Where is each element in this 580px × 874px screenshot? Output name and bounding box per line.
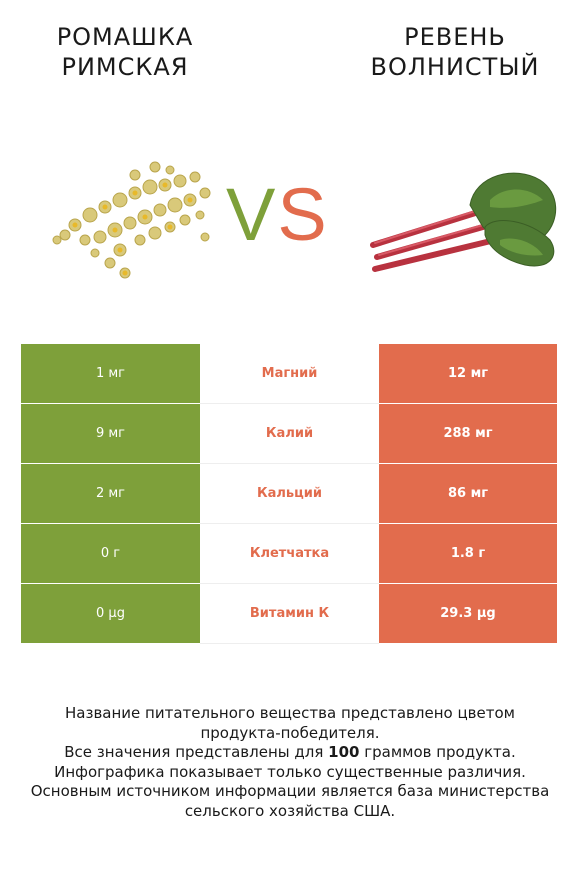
right-value: 288 мг — [379, 403, 557, 464]
left-food-title-line1: РОМАШКА — [56, 23, 194, 51]
footer-line3-bold: 100 — [328, 743, 360, 761]
right-food-title-line1: РЕВЕНЬ — [404, 23, 506, 51]
left-value: 2 мг — [21, 463, 200, 524]
nutrient-name: Кальций — [200, 463, 379, 524]
vs-s-letter: S — [277, 173, 329, 256]
left-food-title-line2: РИМСКАЯ — [61, 53, 189, 81]
right-value: 29.3 µg — [379, 583, 557, 644]
vs-v-letter: V — [226, 173, 278, 256]
left-food-title: РОМАШКА РИМСКАЯ — [0, 22, 255, 82]
right-value: 86 мг — [379, 463, 557, 524]
nutrient-name: Витамин К — [200, 583, 379, 644]
nutrient-name: Клетчатка — [200, 523, 379, 584]
right-value: 12 мг — [379, 344, 557, 404]
comparison-table: 1 мг Магний 12 мг 9 мг Калий 288 мг 2 мг… — [21, 344, 557, 644]
right-value: 1.8 г — [379, 523, 557, 584]
left-value: 1 мг — [21, 344, 200, 404]
right-food-title-line2: ВОЛНИСТЫЙ — [370, 53, 540, 81]
left-value: 0 µg — [21, 583, 200, 644]
footer-line1: Название питательного вещества представл… — [65, 704, 515, 722]
nutrient-name: Магний — [200, 344, 379, 404]
table-row: 0 г Клетчатка 1.8 г — [21, 523, 557, 584]
left-value: 9 мг — [21, 403, 200, 464]
footer-line3-pre: Все значения представлены для — [64, 743, 329, 761]
footer-line4: Инфографика показывает только существенн… — [54, 762, 526, 781]
nutrient-name: Калий — [200, 403, 379, 464]
footer-note: Название питательного вещества представл… — [0, 704, 580, 821]
vs-label: VS — [226, 165, 329, 265]
chamomile-image — [52, 161, 211, 279]
left-value: 0 г — [21, 523, 200, 584]
footer-line2: продукта-победителя. — [200, 723, 380, 742]
table-row: 2 мг Кальций 86 мг — [21, 463, 557, 524]
table-row: 9 мг Калий 288 мг — [21, 403, 557, 464]
footer-line5: Основным источником информации является … — [30, 782, 550, 800]
table-row: 1 мг Магний 12 мг — [21, 344, 557, 404]
table-row: 0 µg Витамин К 29.3 µg — [21, 583, 557, 644]
right-food-title: РЕВЕНЬ ВОЛНИСТЫЙ — [325, 22, 580, 82]
footer-line3-post: граммов продукта. — [359, 743, 516, 761]
rhubarb-image — [370, 172, 557, 272]
footer-line3: Все значения представлены для 100 граммо… — [0, 743, 580, 763]
footer-line6: сельского хозяйства США. — [184, 801, 396, 820]
